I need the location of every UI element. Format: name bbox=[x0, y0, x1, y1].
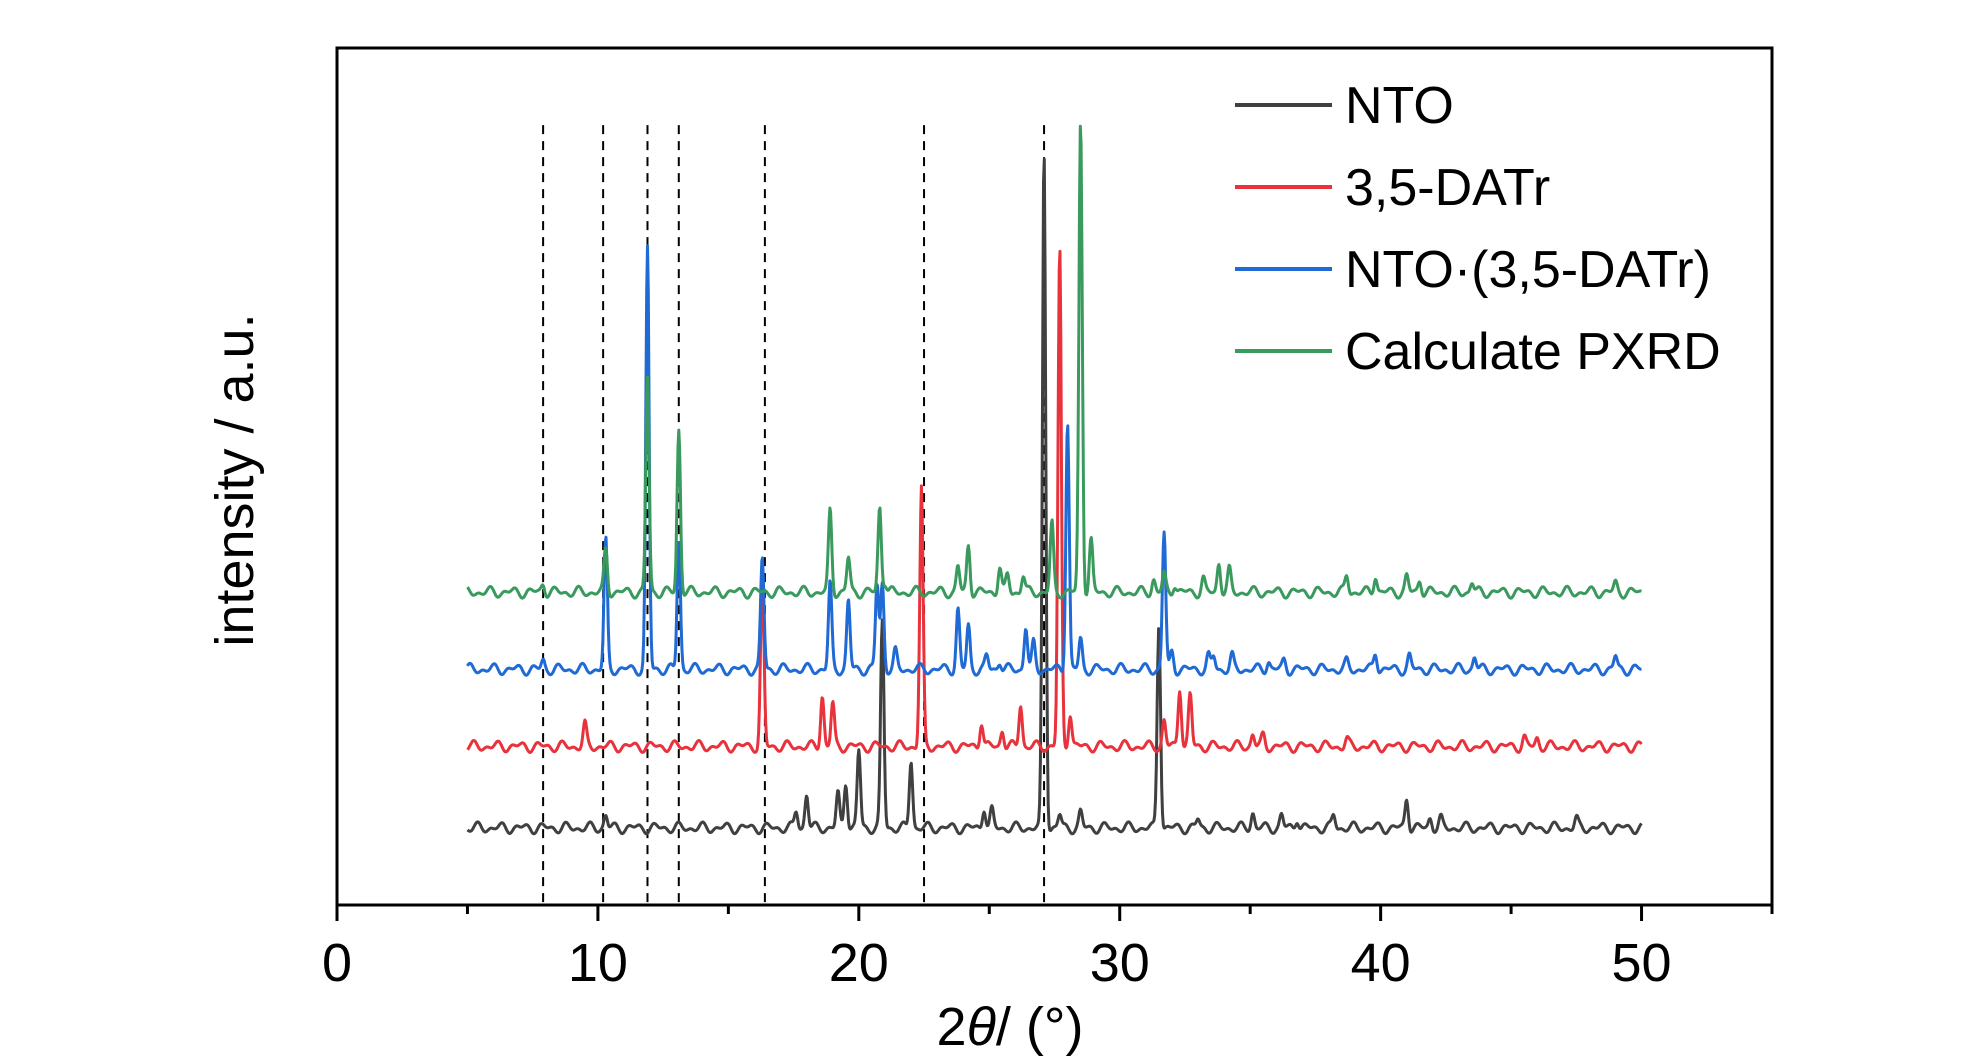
series-layer bbox=[466, 124, 1643, 836]
series-line-0 bbox=[466, 157, 1643, 836]
x-tick-label: 40 bbox=[1351, 933, 1411, 993]
x-tick-label: 10 bbox=[568, 933, 628, 993]
legend-label-0: NTO bbox=[1345, 77, 1454, 135]
x-axis-label-theta: θ bbox=[967, 997, 996, 1057]
y-axis-label: intensity / a.u. bbox=[205, 313, 265, 646]
plot-frame bbox=[335, 46, 1774, 907]
legend-label-3: Calculate PXRD bbox=[1345, 323, 1721, 381]
series-line-3 bbox=[466, 124, 1643, 600]
x-tick-label: 0 bbox=[322, 933, 352, 993]
x-axis-ticks: 0 10 20 30 40 50 bbox=[322, 905, 1774, 993]
x-axis-label: 2θ/ (°) bbox=[937, 997, 1084, 1057]
series-line-2 bbox=[466, 244, 1643, 677]
x-axis-label-prefix: 2 bbox=[937, 997, 967, 1057]
x-tick-label: 50 bbox=[1612, 933, 1672, 993]
legend-label-2: NTO·(3,5-DATr) bbox=[1345, 241, 1711, 299]
series-line-1 bbox=[466, 249, 1643, 754]
x-tick-label: 30 bbox=[1090, 933, 1150, 993]
reference-lines bbox=[542, 125, 1046, 905]
legend: NTO 3,5-DATr NTO·(3,5-DATr) Calculate PXRD bbox=[1235, 77, 1721, 381]
legend-label-1: 3,5-DATr bbox=[1345, 159, 1550, 217]
x-axis-label-suffix: / (°) bbox=[996, 997, 1084, 1057]
x-tick-label: 20 bbox=[829, 933, 889, 993]
